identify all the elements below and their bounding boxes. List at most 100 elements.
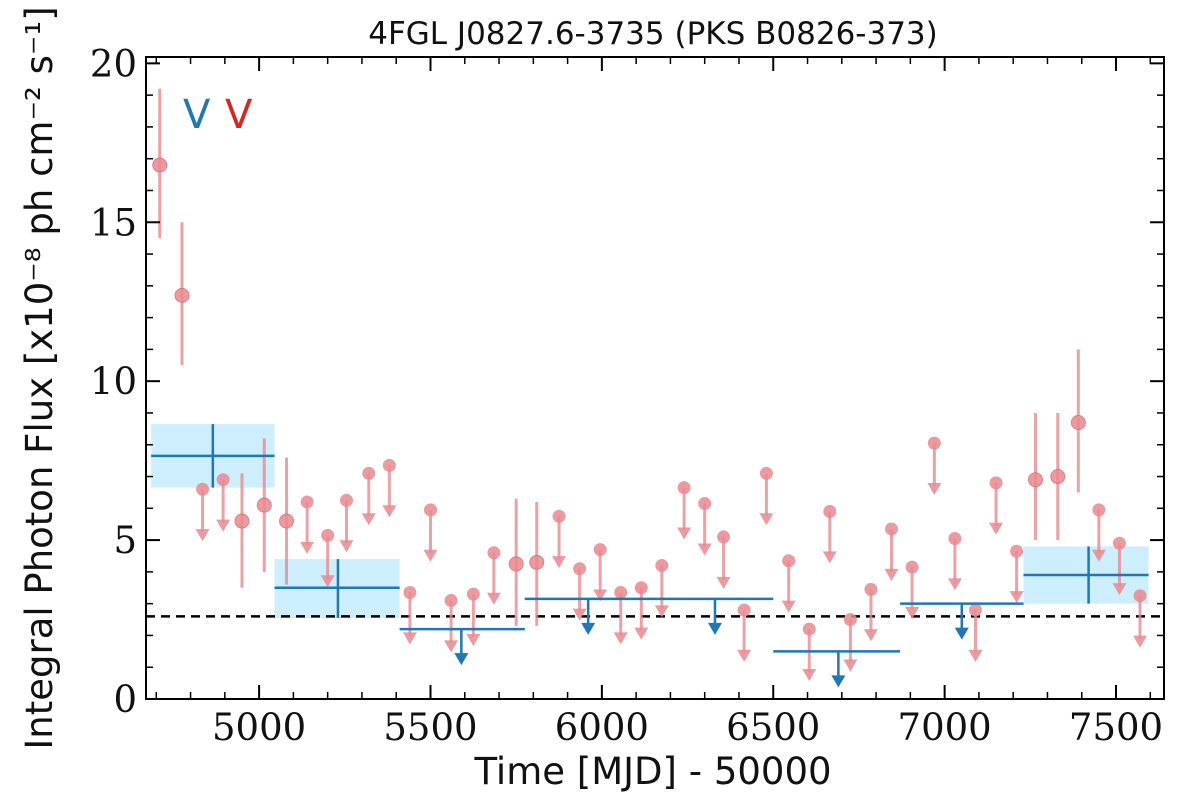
fine-bin-upper-limit-point xyxy=(759,466,773,480)
fine-bin-upper-limit-arrow xyxy=(863,629,878,642)
fine-bin-upper-limit-arrow xyxy=(1112,583,1127,596)
fine-bin-upper-limit-arrow xyxy=(382,505,397,518)
fine-bin-upper-limit-point xyxy=(968,603,982,617)
fine-bin-upper-limit-point xyxy=(321,528,335,542)
fine-bin-upper-limit-point xyxy=(614,586,628,600)
fine-bin-upper-limit-arrow xyxy=(572,608,587,621)
fine-bin-upper-limit-point xyxy=(655,559,669,573)
fine-bin-point xyxy=(1050,469,1066,485)
fine-bin-upper-limit-arrow xyxy=(339,540,354,553)
fine-bin-upper-limit-arrow xyxy=(989,522,1004,535)
fine-bin-upper-limit-point xyxy=(487,546,501,560)
fine-bin-upper-limit-arrow xyxy=(486,592,501,605)
legend-glyph-fine: V xyxy=(225,92,253,138)
coarse-bin-upper-limit-arrow xyxy=(954,627,969,640)
x-tick-label: 6000 xyxy=(555,706,649,749)
y-tick-label: 10 xyxy=(90,360,137,403)
fine-bin-upper-limit-arrow xyxy=(927,483,942,496)
fine-bin-upper-limit-point xyxy=(552,509,566,523)
coarse-bin-upper-limit-arrow xyxy=(581,622,596,635)
fine-bin-upper-limit-point xyxy=(1133,589,1147,603)
fine-bin-upper-limit-arrow xyxy=(654,605,669,618)
fine-bin-upper-limit-arrow xyxy=(697,543,712,556)
fine-bin-upper-limit-arrow xyxy=(759,513,774,526)
coarse-bin-upper-limit-arrow xyxy=(831,675,846,688)
fine-bin-point xyxy=(1070,414,1086,430)
fine-bin-upper-limit-arrow xyxy=(1091,549,1106,562)
x-tick-label: 7000 xyxy=(898,706,992,749)
fine-bin-upper-limit-arrow xyxy=(968,649,983,662)
fine-bin-upper-limit-point xyxy=(403,586,417,600)
plot-area xyxy=(146,88,1164,688)
fine-bin-upper-limit-point xyxy=(802,622,816,636)
fine-bin-upper-limit-arrow xyxy=(216,519,231,532)
fine-bin-upper-limit-point xyxy=(677,481,691,495)
fine-bin-upper-limit-point xyxy=(1112,536,1126,550)
axis-ticks: 5000 5500 6000 6500 7000 7500 0 5 10 15 20 xyxy=(90,42,1164,749)
fine-bin-upper-limit-point xyxy=(466,587,480,601)
fine-bin-upper-limit-arrow xyxy=(716,576,731,589)
x-tick-label: 5500 xyxy=(383,706,477,749)
fine-bin-upper-limit-arrow xyxy=(822,551,837,564)
fine-bin-upper-limit-point xyxy=(382,458,396,472)
fine-bin-upper-limit-point xyxy=(885,522,899,536)
fine-bin-upper-limit-arrow xyxy=(905,607,920,620)
legend-glyph-coarse: V xyxy=(183,92,211,138)
fine-bin-point xyxy=(174,287,190,303)
fine-bin-point xyxy=(279,513,295,529)
fine-bin-upper-limit-arrow xyxy=(423,549,438,562)
fine-bin-upper-limit-point xyxy=(823,504,837,518)
x-axis-label: Time [MJD] - 50000 xyxy=(473,750,831,793)
fine-bin-upper-limit-point xyxy=(573,562,587,576)
fine-bin-upper-limit-point xyxy=(782,554,796,568)
fine-bin-upper-limit-arrow xyxy=(802,668,817,681)
fine-bin-point xyxy=(1027,472,1043,488)
fine-bin-upper-limit-point xyxy=(423,503,437,517)
fine-bin-upper-limit-point xyxy=(362,466,376,480)
fine-bin-upper-limit-point xyxy=(864,582,878,596)
y-tick-label: 15 xyxy=(90,201,137,244)
fine-bin-upper-limit-point xyxy=(1010,544,1024,558)
fine-bin-upper-limit-point xyxy=(1092,503,1106,517)
fine-bin-upper-limit-arrow xyxy=(737,649,752,662)
fine-bin-upper-limit-point xyxy=(905,560,919,574)
fine-bin-upper-limit-point xyxy=(737,603,751,617)
fine-bin-upper-limit-arrow xyxy=(552,556,567,569)
fine-bin-upper-limit-arrow xyxy=(884,568,899,581)
chart-title: 4FGL J0827.6-3735 (PKS B0826-373) xyxy=(368,16,938,52)
fine-bin-upper-limit-arrow xyxy=(466,634,481,647)
fine-bin-upper-limit-point xyxy=(717,530,731,544)
fine-bin-upper-limit-point xyxy=(340,493,354,507)
fine-bin-upper-limit-point xyxy=(634,581,648,595)
fine-bin-upper-limit-arrow xyxy=(402,632,417,645)
fine-bin-upper-limit-point xyxy=(300,495,314,509)
fine-bin-upper-limit-arrow xyxy=(634,627,649,640)
coarse-bin-upper-limit-arrow xyxy=(454,653,469,666)
fine-bin-upper-limit-arrow xyxy=(320,575,335,588)
fine-bin-upper-limit-point xyxy=(216,473,230,487)
fine-bin-upper-limit-arrow xyxy=(593,589,608,602)
fine-bin-upper-limit-arrow xyxy=(613,632,628,645)
y-tick-label: 5 xyxy=(113,519,137,562)
fine-bin-upper-limit-arrow xyxy=(781,600,796,613)
fine-bin-point xyxy=(529,554,545,570)
y-tick-label: 0 xyxy=(113,678,137,721)
fine-bin-upper-limit-point xyxy=(989,476,1003,490)
fine-bin-upper-limit-arrow xyxy=(843,659,858,672)
x-tick-label: 7500 xyxy=(1069,706,1163,749)
y-axis-label: Integral Photon Flux [x10⁻⁸ ph cm⁻² s⁻¹] xyxy=(18,6,61,749)
fine-bin-upper-limit-point xyxy=(843,613,857,627)
fine-bin-upper-limit-arrow xyxy=(947,578,962,591)
fine-bin-point xyxy=(152,157,168,173)
y-tick-label: 20 xyxy=(90,42,137,85)
fine-bin-upper-limit-arrow xyxy=(1009,591,1024,604)
fine-bin-upper-limit-point xyxy=(948,532,962,545)
fine-bin-point xyxy=(256,497,272,513)
x-tick-label: 6500 xyxy=(726,706,820,749)
fine-bin-point xyxy=(508,556,524,572)
fine-bin-upper-limit-point xyxy=(196,482,210,496)
x-tick-label: 5000 xyxy=(212,706,306,749)
fine-bin-upper-limit-arrow xyxy=(195,529,210,542)
fine-bin-upper-limit-arrow xyxy=(677,527,692,540)
